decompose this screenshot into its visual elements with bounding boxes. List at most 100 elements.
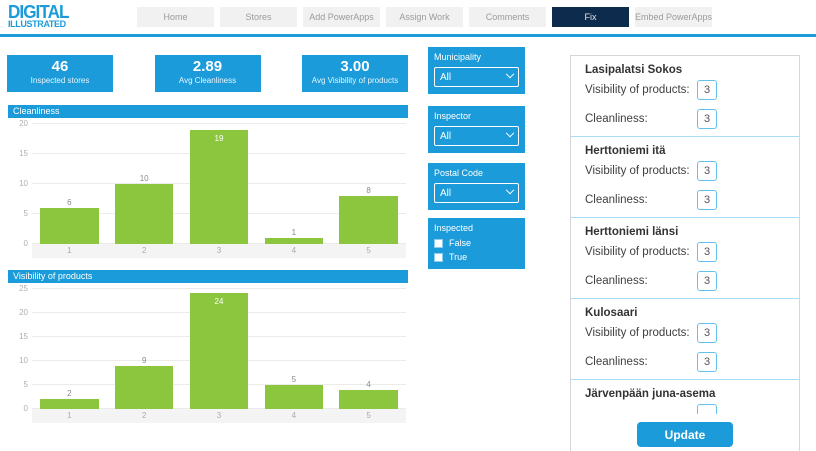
kpi-label: Avg Cleanliness xyxy=(178,76,237,85)
nav-tab-stores[interactable]: Stores xyxy=(220,7,297,27)
header-divider xyxy=(0,34,816,37)
bar-cleanliness-1[interactable] xyxy=(40,207,99,244)
bar-visibility-1[interactable] xyxy=(40,399,99,409)
store-item-jarvenpaan-juna-asema: Järvenpään juna-asema xyxy=(571,380,799,414)
checkbox-label: True xyxy=(449,252,468,262)
bar-value-label: 9 xyxy=(141,355,147,365)
kpi-value: 2.89 xyxy=(192,58,223,75)
update-button-area: Update xyxy=(571,418,799,451)
bar-slot: 24 xyxy=(182,283,257,409)
powerapps-panel: Lasipalatsi Sokos Visibility of products… xyxy=(570,55,800,451)
bar-slot: 1 xyxy=(256,118,331,244)
cleanliness-chart: Cleanliness 0 5 10 15 20 6 10 19 xyxy=(8,105,408,258)
cleanliness-input[interactable] xyxy=(697,351,717,372)
visibility-input[interactable] xyxy=(697,241,717,262)
filter-label: Inspected xyxy=(434,223,474,233)
x-tick-label: 3 xyxy=(216,246,222,255)
bar-visibility-3[interactable] xyxy=(189,293,249,409)
store-item-lasipalatsi-sokos: Lasipalatsi Sokos Visibility of products… xyxy=(571,56,799,137)
visibility-input[interactable] xyxy=(697,79,717,100)
bar-slot: 5 xyxy=(256,283,331,409)
bar-cleanliness-2[interactable] xyxy=(115,183,174,244)
visibility-row: Visibility of products: xyxy=(585,160,785,181)
bar-visibility-5[interactable] xyxy=(339,389,398,409)
kpi-inspected-stores: 46 Inspected stores xyxy=(7,55,113,92)
update-button[interactable]: Update xyxy=(637,422,733,447)
visibility-row: Visibility of products: xyxy=(585,322,785,343)
y-tick-label: 5 xyxy=(23,208,28,218)
bar-visibility-4[interactable] xyxy=(264,384,323,409)
kpi-avg-cleanliness: 2.89 Avg Cleanliness xyxy=(154,55,261,92)
kpi-avg-visibility: 3.00 Avg Visibility of products xyxy=(302,55,408,92)
bar-cleanliness-3[interactable] xyxy=(189,129,249,244)
bar-slot: 4 xyxy=(331,283,406,409)
filter-postal-code: Postal Code All xyxy=(428,163,525,210)
cleanliness-input[interactable] xyxy=(697,108,717,129)
store-name: Herttoniemi itä xyxy=(585,145,666,157)
visibility-input[interactable] xyxy=(697,403,717,414)
nav-tab-assign-work[interactable]: Assign Work xyxy=(386,7,463,27)
cleanliness-plot: 0 5 10 15 20 6 10 19 1 xyxy=(8,118,408,248)
x-tick-label: 5 xyxy=(366,411,371,420)
y-tick-label: 10 xyxy=(19,355,28,365)
bar-cleanliness-5[interactable] xyxy=(339,195,398,244)
x-tick-label: 2 xyxy=(141,411,147,420)
cleanliness-input[interactable] xyxy=(697,270,717,291)
nav-tab-home[interactable]: Home xyxy=(137,7,214,27)
store-name: Lasipalatsi Sokos xyxy=(585,64,683,76)
nav-tab-add-powerapps[interactable]: Add PowerApps xyxy=(303,7,380,27)
chevron-down-icon xyxy=(505,69,515,79)
store-name: Herttoniemi länsi xyxy=(585,226,679,238)
municipality-dropdown[interactable]: All xyxy=(434,67,519,87)
bar-value-label: 6 xyxy=(67,197,72,207)
bar-value-label: 1 xyxy=(291,227,297,237)
visibility-input[interactable] xyxy=(697,322,717,343)
postal-code-dropdown[interactable]: All xyxy=(434,183,519,203)
kpi-value: 3.00 xyxy=(340,58,370,75)
bar-visibility-2[interactable] xyxy=(115,365,174,409)
visibility-label: Visibility of products: xyxy=(585,164,690,177)
nav-tab-fix[interactable]: Fix xyxy=(552,7,629,27)
cleanliness-row: Cleanliness: xyxy=(585,351,785,372)
gridline: 20 xyxy=(19,119,406,128)
filter-label: Postal Code xyxy=(434,168,484,178)
bar-slot: 19 xyxy=(182,118,257,244)
kpi-row: 46 Inspected stores 2.89 Avg Cleanliness… xyxy=(7,55,408,92)
cleanliness-row: Cleanliness: xyxy=(585,189,785,210)
x-tick-label: 1 xyxy=(67,411,72,420)
cleanliness-label: Cleanliness: xyxy=(585,112,648,125)
bar-cleanliness-4[interactable] xyxy=(264,237,323,244)
checkbox-true[interactable] xyxy=(434,252,443,262)
y-tick-label: 20 xyxy=(19,118,28,128)
y-tick-label: 25 xyxy=(19,283,28,293)
inspector-dropdown[interactable]: All xyxy=(434,126,519,146)
cleanliness-input[interactable] xyxy=(697,189,717,210)
filter-label: Inspector xyxy=(434,111,472,121)
store-name: Järvenpään juna-asema xyxy=(585,388,716,400)
y-tick-label: 15 xyxy=(19,148,28,158)
bar-value-label: 2 xyxy=(67,389,72,399)
inspected-true-option: True xyxy=(434,252,519,262)
cleanliness-label: Cleanliness: xyxy=(585,355,648,368)
cleanliness-row: Cleanliness: xyxy=(585,108,785,129)
x-axis: 1 2 3 4 5 xyxy=(32,244,406,258)
store-list[interactable]: Lasipalatsi Sokos Visibility of products… xyxy=(571,56,799,414)
visibility-plot: 0 5 10 15 20 25 2 9 24 xyxy=(8,283,408,413)
filter-label: Municipality xyxy=(434,52,482,62)
visibility-input[interactable] xyxy=(697,160,717,181)
app-header: DIGITAL ILLUSTRATED Home Stores Add Powe… xyxy=(0,0,816,34)
x-tick-label: 2 xyxy=(141,246,147,255)
y-tick-label: 10 xyxy=(19,178,28,188)
logo-line1: DIGITAL xyxy=(8,2,69,22)
bar-value-label: 24 xyxy=(214,297,224,307)
visibility-row xyxy=(585,403,785,414)
bars-area: 6 10 19 1 8 xyxy=(32,118,406,244)
nav-tab-comments[interactable]: Comments xyxy=(469,7,546,27)
x-tick-label: 4 xyxy=(291,246,297,255)
bar-slot: 10 xyxy=(107,118,182,244)
checkbox-false[interactable] xyxy=(434,238,443,248)
bar-value-label: 4 xyxy=(366,379,371,389)
y-tick-label: 5 xyxy=(23,379,28,389)
x-tick-label: 5 xyxy=(366,246,371,255)
nav-tab-embed-powerapps[interactable]: Embed PowerApps xyxy=(635,7,712,27)
